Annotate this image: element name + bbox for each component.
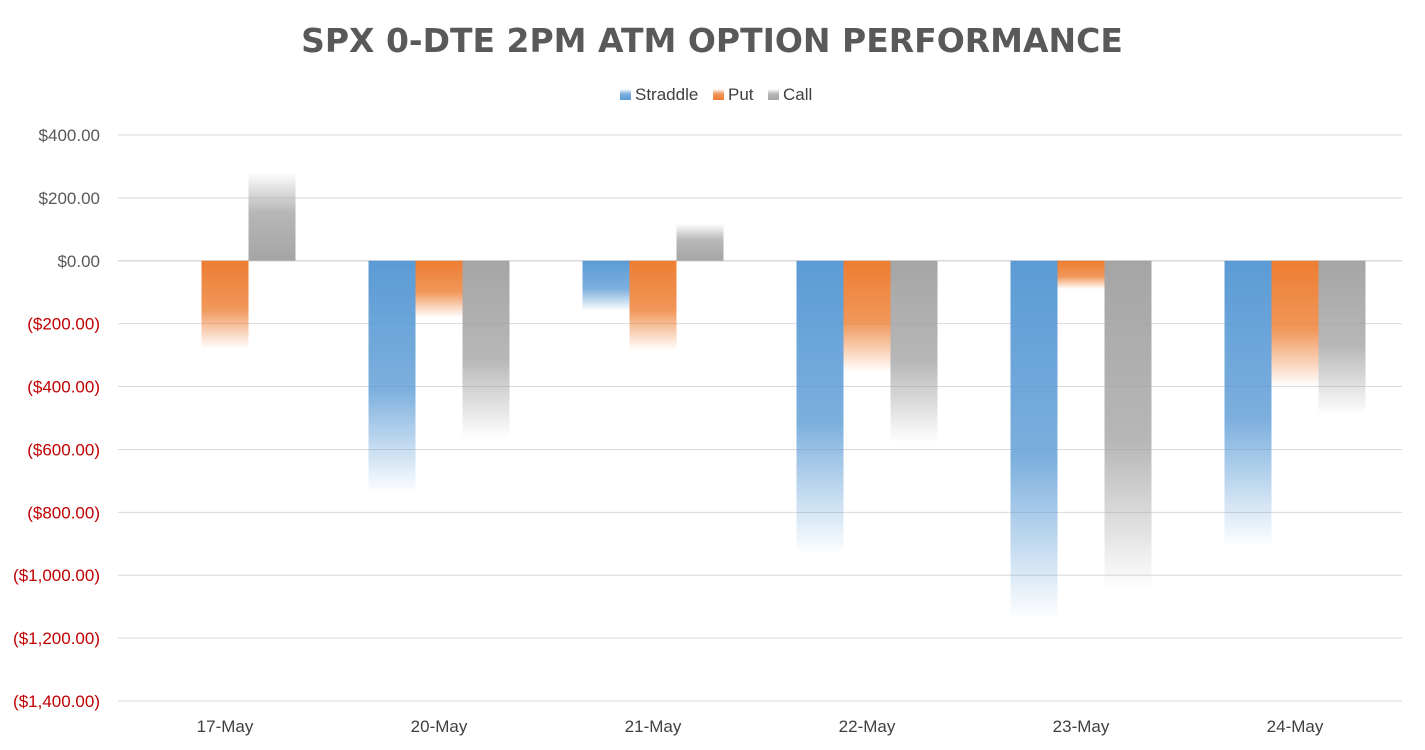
legend: Straddle Put Call [620,85,812,104]
y-tick-label: ($600.00) [27,440,100,459]
legend-label-call: Call [783,85,812,104]
y-tick-label: ($1,200.00) [13,629,100,648]
bar-call-17-may [248,172,296,261]
legend-label-straddle: Straddle [635,85,698,104]
y-tick-label: ($200.00) [27,315,100,334]
bar-put-24-may [1271,260,1319,387]
legend-swatch-put [713,89,724,100]
y-tick-label: $0.00 [57,252,100,271]
gridlines [118,134,1402,702]
bar-put-20-may [415,260,463,318]
chart-title: SPX 0-DTE 2PM ATM OPTION PERFORMANCE [301,21,1123,60]
bar-put-23-may [1057,260,1105,290]
bar-put-21-may [629,260,677,351]
bar-straddle-24-may [1224,260,1272,547]
bar-straddle-22-may [796,260,844,555]
y-axis-tick-labels: $400.00 $200.00 $0.00 ($200.00) ($400.00) ($6… [13,126,100,711]
x-category-label: 21-May [625,717,682,736]
y-tick-label: $200.00 [39,189,100,208]
bars [201,172,1366,620]
bar-straddle-21-may [582,260,630,312]
bar-call-21-may [676,223,724,261]
legend-swatch-call [768,89,779,100]
y-tick-label: ($800.00) [27,503,100,522]
x-category-label: 22-May [839,717,896,736]
bar-call-24-may [1318,260,1366,415]
bar-put-17-may [201,260,249,349]
x-category-label: 24-May [1267,717,1324,736]
y-tick-label: $400.00 [39,126,100,145]
bar-call-20-may [462,260,510,439]
bar-call-23-may [1104,260,1152,591]
bar-straddle-20-may [368,260,416,494]
y-tick-label: ($1,400.00) [13,692,100,711]
bar-call-22-may [890,260,938,444]
legend-swatch-straddle [620,89,631,100]
legend-label-put: Put [728,85,754,104]
x-axis-category-labels: 17-May 20-May 21-May 22-May 23-May 24-May [197,717,1324,736]
x-category-label: 17-May [197,717,254,736]
bar-straddle-23-may [1010,260,1058,620]
bar-put-22-may [843,260,891,373]
y-tick-label: ($400.00) [27,378,100,397]
x-category-label: 23-May [1053,717,1110,736]
x-category-label: 20-May [411,717,468,736]
y-tick-label: ($1,000.00) [13,566,100,585]
